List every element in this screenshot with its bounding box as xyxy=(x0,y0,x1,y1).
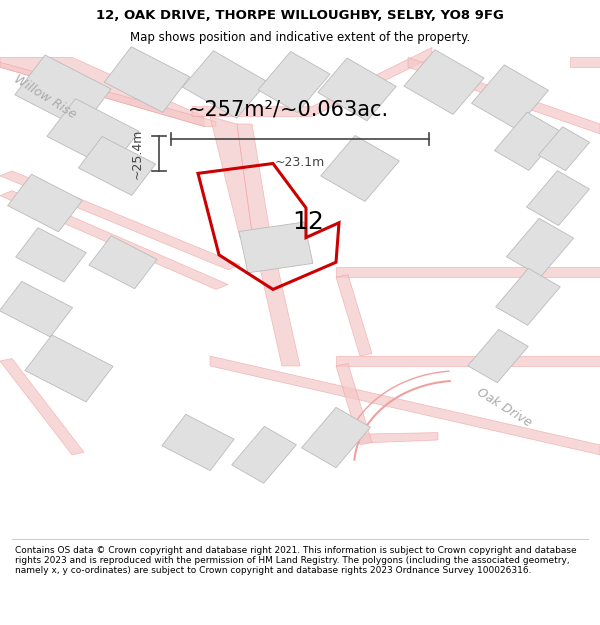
Polygon shape xyxy=(47,99,139,169)
Polygon shape xyxy=(15,55,111,129)
Polygon shape xyxy=(496,268,560,325)
Polygon shape xyxy=(0,171,240,269)
Polygon shape xyxy=(239,222,313,273)
Polygon shape xyxy=(210,117,252,238)
Polygon shape xyxy=(8,174,82,232)
Polygon shape xyxy=(0,62,216,126)
Polygon shape xyxy=(336,356,600,366)
Text: Contains OS data © Crown copyright and database right 2021. This information is : Contains OS data © Crown copyright and d… xyxy=(15,546,577,576)
Polygon shape xyxy=(302,408,370,468)
Polygon shape xyxy=(192,48,432,117)
Polygon shape xyxy=(89,236,157,289)
Polygon shape xyxy=(252,232,300,366)
Text: Map shows position and indicative extent of the property.: Map shows position and indicative extent… xyxy=(130,31,470,44)
Polygon shape xyxy=(527,171,589,226)
Text: Willow Rise: Willow Rise xyxy=(11,72,79,121)
Polygon shape xyxy=(182,51,268,118)
Text: ~25.4m: ~25.4m xyxy=(131,129,144,179)
Text: Oak Drive: Oak Drive xyxy=(474,386,534,430)
Polygon shape xyxy=(408,58,600,134)
Polygon shape xyxy=(16,228,86,282)
Polygon shape xyxy=(336,274,372,356)
Polygon shape xyxy=(210,356,600,455)
Polygon shape xyxy=(104,47,190,112)
Text: 12, OAK DRIVE, THORPE WILLOUGHBY, SELBY, YO8 9FG: 12, OAK DRIVE, THORPE WILLOUGHBY, SELBY,… xyxy=(96,9,504,22)
Text: ~23.1m: ~23.1m xyxy=(275,156,325,169)
Polygon shape xyxy=(538,127,590,171)
Polygon shape xyxy=(258,51,330,112)
Polygon shape xyxy=(336,364,372,445)
Polygon shape xyxy=(0,58,204,126)
Polygon shape xyxy=(25,335,113,402)
Polygon shape xyxy=(0,281,73,337)
Polygon shape xyxy=(79,136,155,196)
Polygon shape xyxy=(570,58,600,68)
Polygon shape xyxy=(494,112,562,171)
Polygon shape xyxy=(0,359,84,455)
Polygon shape xyxy=(468,329,528,382)
Polygon shape xyxy=(0,191,228,289)
Polygon shape xyxy=(404,49,484,114)
Polygon shape xyxy=(472,65,548,129)
Polygon shape xyxy=(318,58,396,121)
Polygon shape xyxy=(312,432,438,445)
Polygon shape xyxy=(320,136,400,201)
Polygon shape xyxy=(232,426,296,483)
Polygon shape xyxy=(162,414,234,471)
Polygon shape xyxy=(336,268,600,277)
Polygon shape xyxy=(506,218,574,276)
Text: 12: 12 xyxy=(292,209,324,234)
Text: ~257m²/~0.063ac.: ~257m²/~0.063ac. xyxy=(187,99,389,119)
Polygon shape xyxy=(237,124,270,232)
